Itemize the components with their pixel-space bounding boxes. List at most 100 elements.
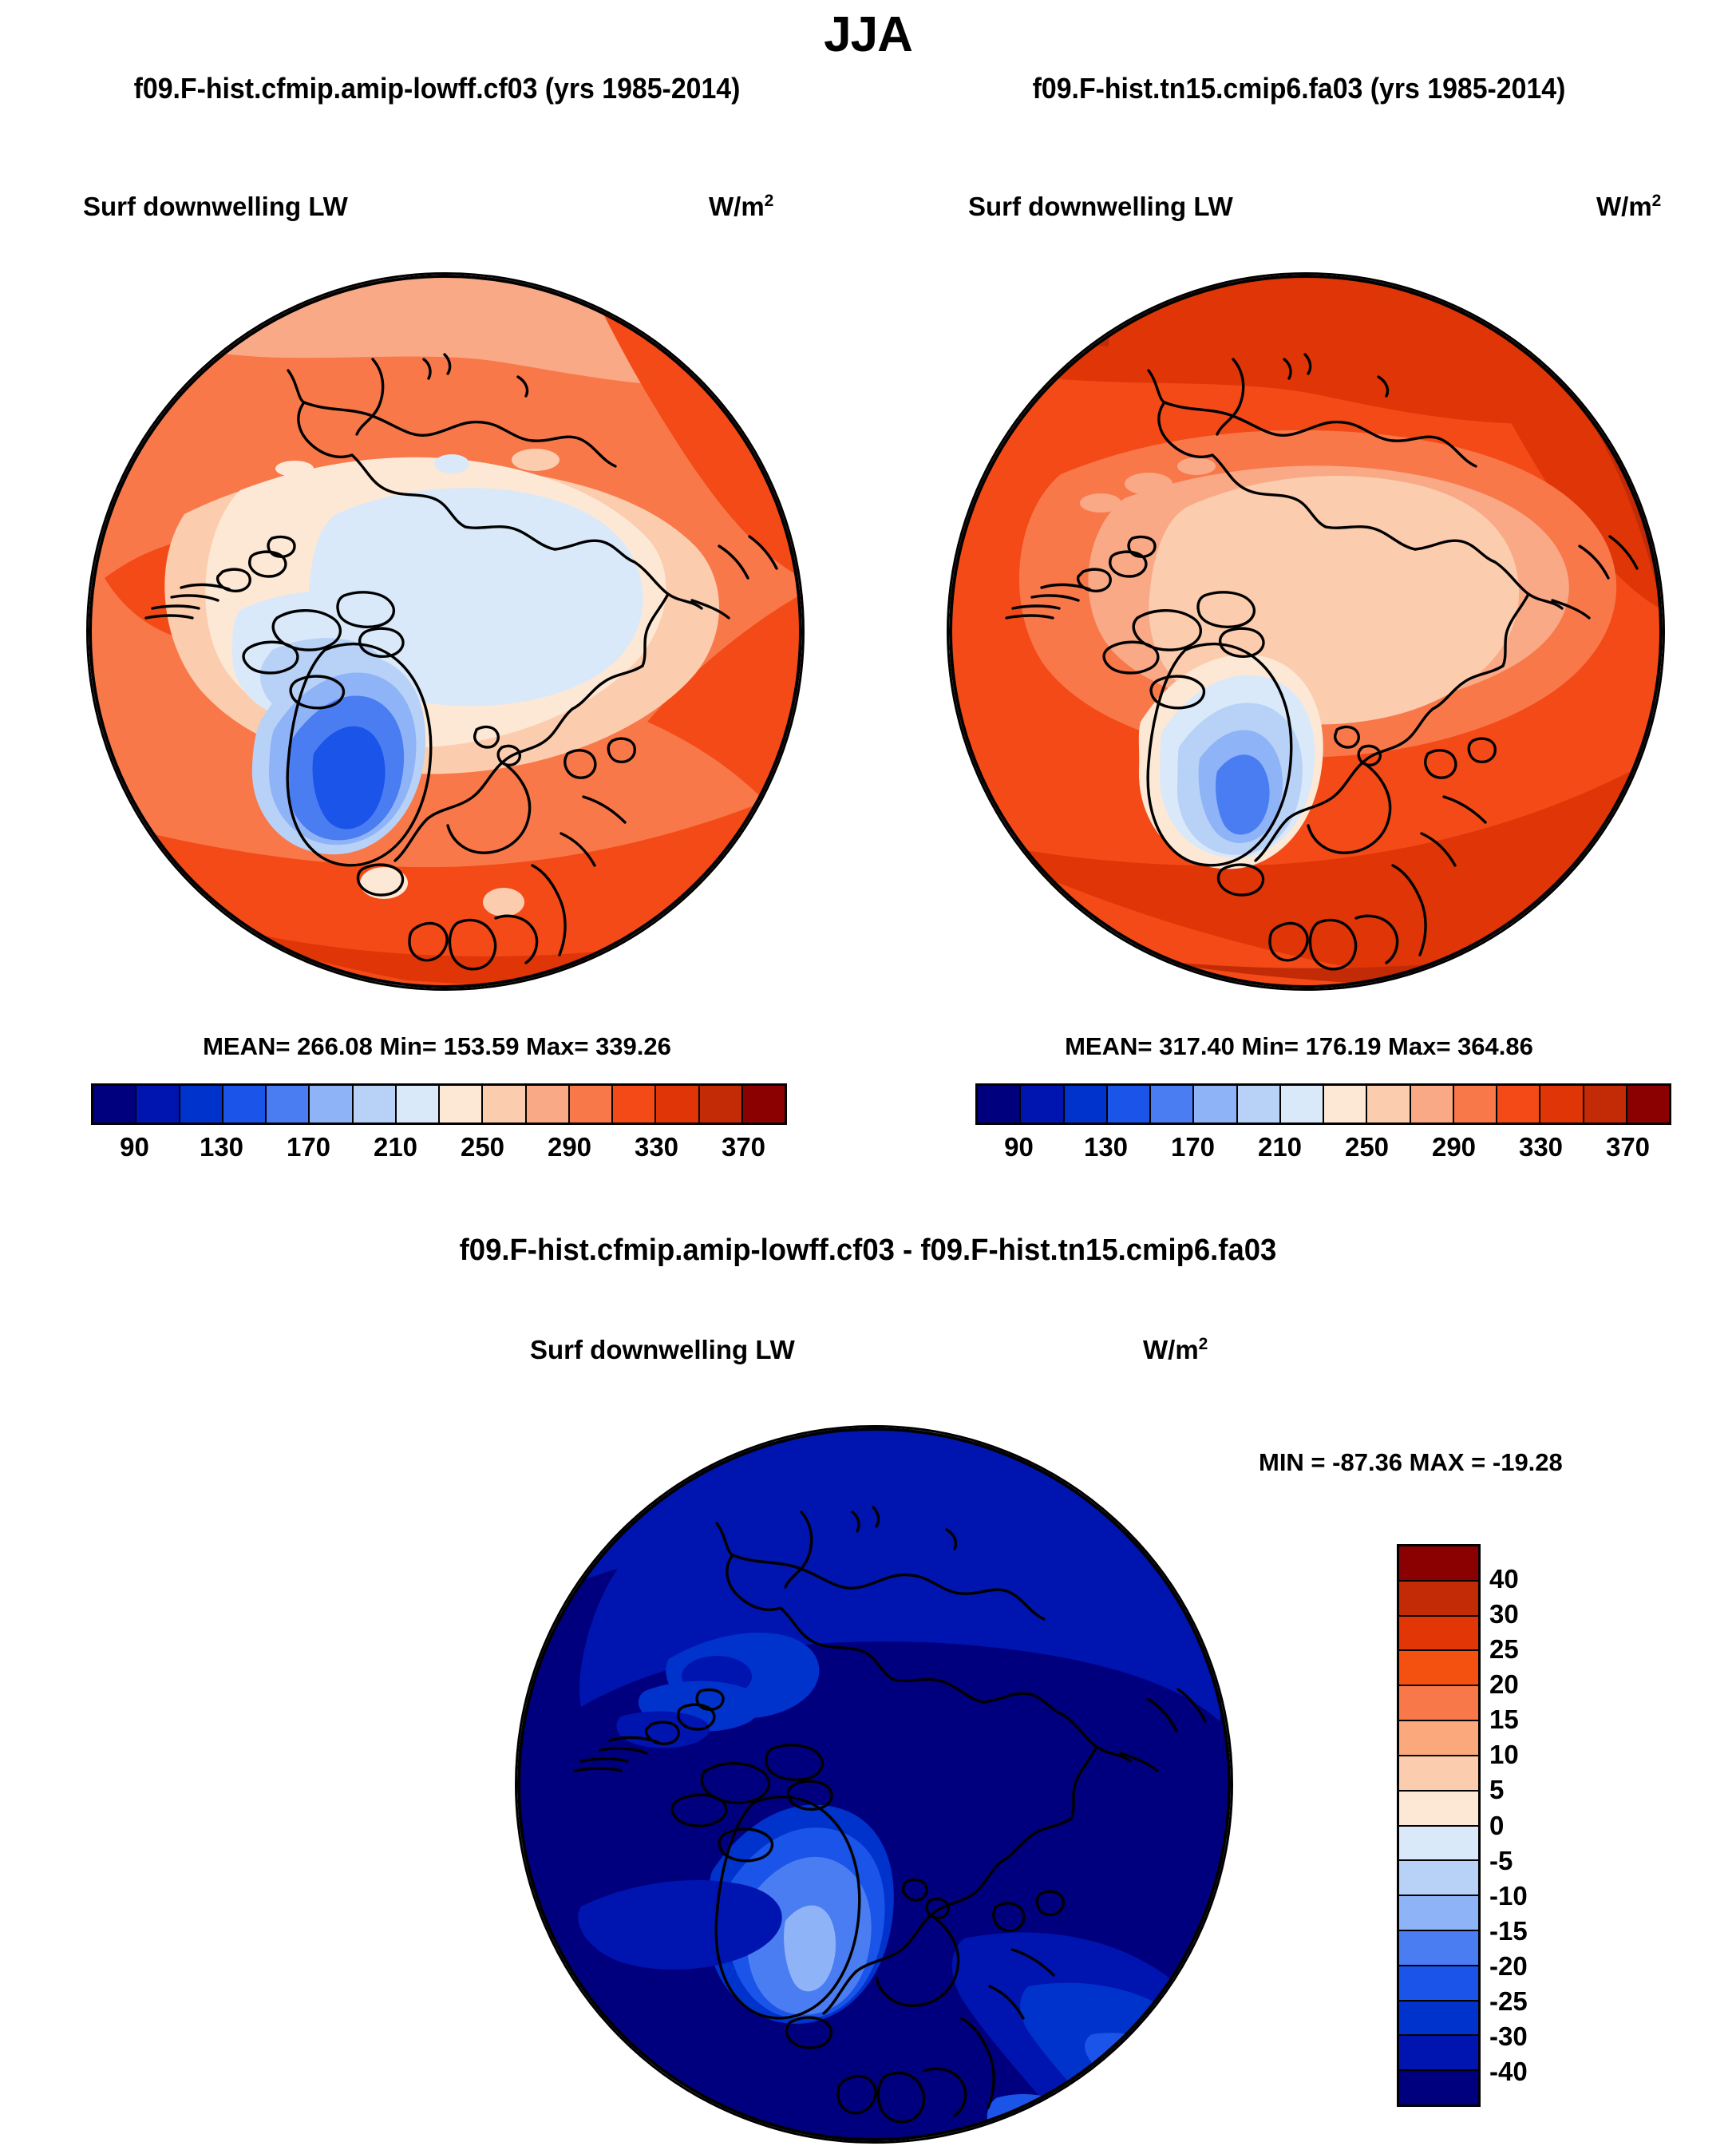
colorbar-tick-130: 130 — [199, 1132, 244, 1162]
colorbar-cell-10 — [526, 1086, 570, 1123]
colorbar-vtick-20: 20 — [1489, 1669, 1519, 1700]
colorbar-vtick-30: 30 — [1489, 1599, 1519, 1629]
colorbar-cell-1 — [136, 1086, 180, 1123]
colorbar-tick-290: 290 — [1431, 1132, 1477, 1162]
colorbar-cell-7 — [1280, 1086, 1324, 1123]
colorbar-cell-2 — [1064, 1086, 1108, 1123]
colorbar-left — [91, 1083, 787, 1125]
map-left-panel — [86, 272, 805, 991]
colorbar-diff-vertical — [1397, 1544, 1481, 2107]
colorbar-cell-11 — [1453, 1086, 1497, 1123]
colorbar-tick-370: 370 — [721, 1132, 766, 1162]
colorbar-cell-2 — [180, 1086, 223, 1123]
map-right-svg — [949, 275, 1663, 988]
colorbar-cell-11 — [569, 1086, 613, 1123]
unit-text-right: W/m — [1596, 192, 1652, 221]
colorbar-vcell-6 — [1399, 1756, 1478, 1792]
colorbar-tick-250: 250 — [460, 1132, 505, 1162]
colorbar-vcell-1 — [1399, 1581, 1478, 1617]
colorbar-vcell-11 — [1399, 1930, 1478, 1966]
colorbar-tick-330: 330 — [634, 1132, 679, 1162]
colorbar-vtick--25: -25 — [1489, 1986, 1528, 2016]
unit-exponent-right: 2 — [1651, 192, 1662, 210]
map-diff-svg — [517, 1427, 1231, 2141]
colorbar-vcell-3 — [1399, 1651, 1478, 1687]
map-right-panel — [947, 272, 1665, 991]
colorbar-cell-5 — [310, 1086, 354, 1123]
colorbar-vtick--20: -20 — [1489, 1950, 1528, 1981]
colorbar-tick-90: 90 — [120, 1132, 149, 1162]
map-diff-panel — [515, 1425, 1233, 2144]
colorbar-tick-170: 170 — [286, 1132, 331, 1162]
colorbar-cell-1 — [1021, 1086, 1065, 1123]
colorbar-cell-7 — [396, 1086, 440, 1123]
field-label-right: Surf downwelling LW — [968, 192, 1233, 221]
case-title-left: f09.F-hist.cfmip.amip-lowff.cf03 (yrs 19… — [133, 72, 741, 105]
colorbar-vcell-5 — [1399, 1721, 1478, 1756]
stats-left: MEAN= 266.08 Min= 153.59 Max= 339.26 — [203, 1032, 671, 1060]
stats-diff: MIN = -87.36 MAX = -19.28 — [1259, 1448, 1563, 1476]
colorbar-vtick--10: -10 — [1489, 1880, 1528, 1910]
colorbar-vcell-15 — [1399, 2071, 1478, 2104]
season-title: JJA — [824, 7, 913, 62]
colorbar-vtick--5: -5 — [1489, 1845, 1513, 1875]
colorbar-vcell-8 — [1399, 1826, 1478, 1862]
colorbar-tick-130: 130 — [1083, 1132, 1129, 1162]
unit-label-left: W/m2 — [709, 192, 773, 222]
colorbar-cell-13 — [656, 1086, 700, 1123]
colorbar-cell-3 — [1107, 1086, 1151, 1123]
stats-right: MEAN= 317.40 Min= 176.19 Max= 364.86 — [1065, 1032, 1533, 1060]
colorbar-tick-90: 90 — [1004, 1132, 1034, 1162]
colorbar-vtick--30: -30 — [1489, 2021, 1528, 2051]
colorbar-right — [975, 1083, 1671, 1125]
unit-exponent-diff: 2 — [1198, 1335, 1208, 1353]
colorbar-cell-8 — [1324, 1086, 1368, 1123]
colorbar-cell-9 — [483, 1086, 527, 1123]
colorbar-diff-vertical-ticks: 40 30 25 20 15 10 5 0 -5 -10 -15 -20 -25 -30 -40 — [1489, 1544, 1577, 2107]
colorbar-cell-14 — [1584, 1086, 1627, 1123]
colorbar-vtick--40: -40 — [1489, 2056, 1528, 2086]
colorbar-cell-6 — [353, 1086, 397, 1123]
unit-label-right: W/m2 — [1596, 192, 1661, 222]
field-label-diff: Surf downwelling LW — [530, 1335, 795, 1364]
colorbar-cell-4 — [267, 1086, 310, 1123]
colorbar-right-ticks: 90 130 170 210 250 290 330 370 — [975, 1132, 1671, 1167]
colorbar-vcell-12 — [1399, 1966, 1478, 2002]
colorbar-vtick-10: 10 — [1489, 1740, 1519, 1770]
colorbar-cell-14 — [699, 1086, 743, 1123]
case-title-right: f09.F-hist.tn15.cmip6.fa03 (yrs 1985-201… — [1032, 72, 1566, 105]
colorbar-vcell-7 — [1399, 1791, 1478, 1827]
colorbar-cell-8 — [440, 1086, 484, 1123]
colorbar-vcell-14 — [1399, 2036, 1478, 2072]
colorbar-vcell-4 — [1399, 1686, 1478, 1722]
colorbar-vtick-5: 5 — [1489, 1775, 1505, 1805]
colorbar-cell-12 — [1497, 1086, 1541, 1123]
colorbar-tick-250: 250 — [1344, 1132, 1390, 1162]
colorbar-cell-10 — [1410, 1086, 1454, 1123]
unit-label-diff: W/m2 — [1143, 1335, 1208, 1365]
colorbar-vcell-13 — [1399, 2001, 1478, 2037]
field-label-left: Surf downwelling LW — [83, 192, 348, 221]
colorbar-vcell-0 — [1399, 1546, 1478, 1582]
map-left-svg — [89, 275, 802, 988]
unit-text-diff: W/m — [1143, 1335, 1199, 1364]
colorbar-cell-3 — [223, 1086, 267, 1123]
unit-text-left: W/m — [709, 192, 765, 221]
colorbar-cell-15 — [742, 1086, 785, 1123]
colorbar-cell-12 — [613, 1086, 657, 1123]
colorbar-vcell-9 — [1399, 1861, 1478, 1897]
colorbar-cell-9 — [1367, 1086, 1411, 1123]
colorbar-cell-0 — [978, 1086, 1022, 1123]
colorbar-vcell-10 — [1399, 1896, 1478, 1931]
colorbar-tick-210: 210 — [373, 1132, 418, 1162]
unit-exponent-left: 2 — [764, 192, 774, 210]
colorbar-vtick-0: 0 — [1489, 1810, 1505, 1840]
colorbar-cell-15 — [1627, 1086, 1669, 1123]
colorbar-cell-5 — [1194, 1086, 1238, 1123]
colorbar-tick-370: 370 — [1605, 1132, 1651, 1162]
colorbar-tick-210: 210 — [1257, 1132, 1303, 1162]
colorbar-vtick-15: 15 — [1489, 1705, 1519, 1735]
diff-title: f09.F-hist.cfmip.amip-lowff.cf03 - f09.F… — [459, 1233, 1277, 1267]
colorbar-cell-6 — [1237, 1086, 1281, 1123]
colorbar-vtick-40: 40 — [1489, 1564, 1519, 1594]
